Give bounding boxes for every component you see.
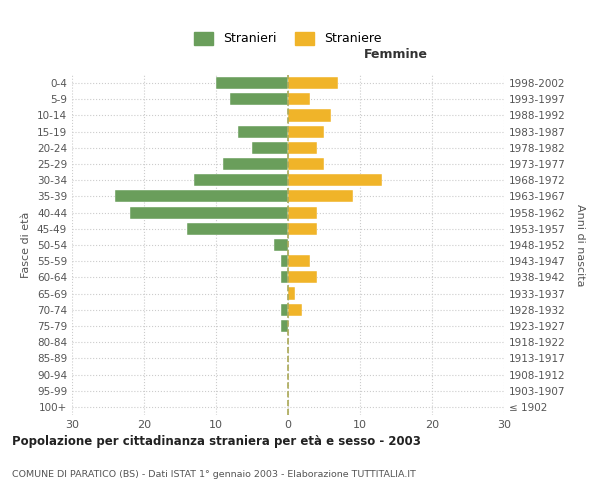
Bar bbox=[238, 126, 288, 138]
Bar bbox=[230, 93, 288, 106]
Text: Femmine: Femmine bbox=[364, 48, 428, 62]
Bar bbox=[288, 222, 317, 235]
Bar bbox=[187, 222, 288, 235]
Legend: Stranieri, Straniere: Stranieri, Straniere bbox=[190, 27, 386, 50]
Bar bbox=[288, 142, 317, 154]
Bar bbox=[288, 174, 382, 186]
Bar bbox=[115, 190, 288, 202]
Bar bbox=[288, 272, 317, 283]
Text: Popolazione per cittadinanza straniera per età e sesso - 2003: Popolazione per cittadinanza straniera p… bbox=[12, 435, 421, 448]
Bar bbox=[223, 158, 288, 170]
Bar bbox=[281, 304, 288, 316]
Bar bbox=[288, 304, 302, 316]
Bar bbox=[194, 174, 288, 186]
Bar bbox=[288, 158, 324, 170]
Bar bbox=[130, 206, 288, 218]
Y-axis label: Anni di nascita: Anni di nascita bbox=[575, 204, 585, 286]
Bar bbox=[281, 255, 288, 268]
Bar bbox=[281, 272, 288, 283]
Bar bbox=[288, 110, 331, 122]
Bar bbox=[281, 320, 288, 332]
Bar bbox=[274, 239, 288, 251]
Bar bbox=[288, 77, 338, 89]
Bar bbox=[288, 93, 310, 106]
Bar bbox=[288, 255, 310, 268]
Y-axis label: Fasce di età: Fasce di età bbox=[22, 212, 31, 278]
Bar bbox=[252, 142, 288, 154]
Bar bbox=[288, 288, 295, 300]
Bar bbox=[288, 126, 324, 138]
Bar bbox=[216, 77, 288, 89]
Bar bbox=[288, 190, 353, 202]
Text: COMUNE DI PARATICO (BS) - Dati ISTAT 1° gennaio 2003 - Elaborazione TUTTITALIA.I: COMUNE DI PARATICO (BS) - Dati ISTAT 1° … bbox=[12, 470, 416, 479]
Bar bbox=[288, 206, 317, 218]
